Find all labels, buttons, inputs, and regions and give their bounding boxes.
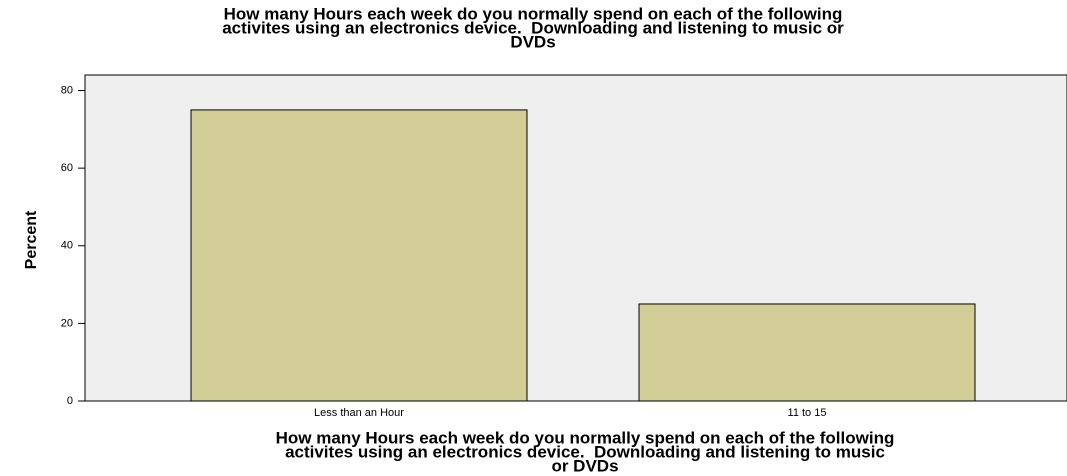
x-axis-label: or DVDs: [551, 456, 618, 475]
y-tick-label: 0: [67, 395, 73, 407]
x-axis-label: How many Hours each week do you normally…: [276, 428, 895, 447]
y-tick-label: 40: [61, 240, 73, 252]
chart-title: DVDs: [510, 32, 555, 51]
chart-title: activites using an electronics device. D…: [222, 18, 844, 37]
x-tick-label: Less than an Hour: [314, 407, 404, 419]
x-axis-label: activites using an electronics device. D…: [285, 442, 885, 461]
bar: [190, 109, 528, 402]
bar: [638, 303, 976, 402]
y-tick-label: 80: [61, 84, 73, 96]
y-tick-label: 60: [61, 162, 73, 174]
x-tick-label: 11 to 15: [788, 407, 827, 419]
y-axis-label: Percent: [23, 210, 40, 269]
chart-title: How many Hours each week do you normally…: [224, 4, 843, 23]
y-tick-label: 20: [61, 317, 73, 329]
